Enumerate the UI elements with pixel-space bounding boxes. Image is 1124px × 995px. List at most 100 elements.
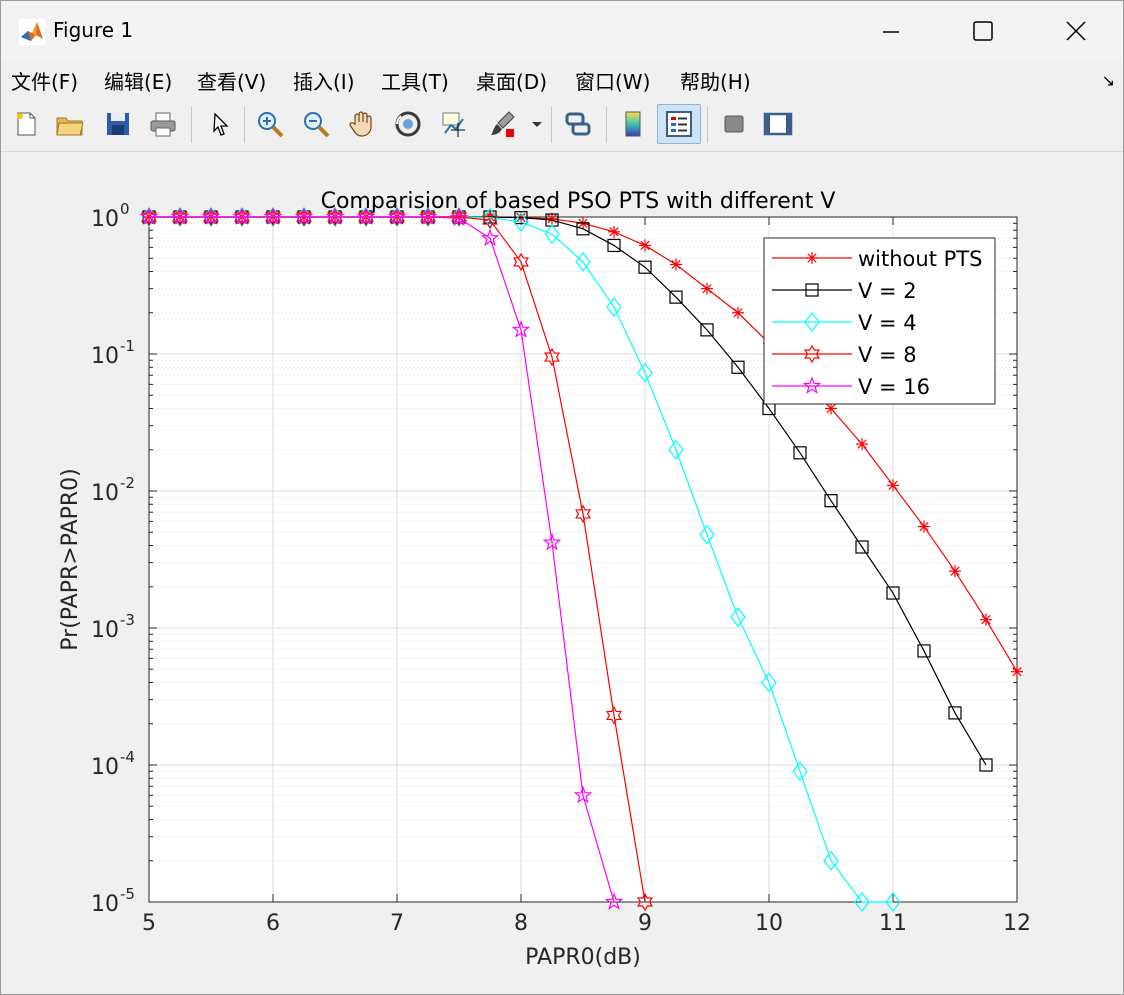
menu-window[interactable]: 窗口(W) [575, 70, 651, 94]
data-point [265, 207, 281, 227]
menu-help[interactable]: 帮助(H) [680, 70, 751, 94]
data-point-stroke [609, 227, 619, 237]
data-point [699, 524, 715, 545]
data-point [263, 207, 283, 225]
data-point [358, 207, 374, 227]
data-point [203, 207, 219, 227]
axes-box [148, 216, 1018, 903]
zoom-in-icon [258, 112, 284, 138]
data-point-stroke [888, 480, 898, 490]
colorbar-button[interactable] [616, 107, 650, 141]
data-point [542, 532, 562, 551]
maximize-icon [973, 21, 993, 41]
data-point [544, 347, 560, 367]
matlab-logo-icon [19, 19, 45, 45]
menu-file[interactable]: 文件(F) [11, 70, 79, 94]
data-point [887, 479, 899, 492]
data-point [232, 207, 252, 225]
new-figure-button[interactable] [9, 107, 43, 141]
data-cursor-button[interactable] [437, 107, 471, 141]
data-point [761, 672, 777, 693]
x-tick-label: 10 [755, 911, 783, 936]
data-point [576, 222, 590, 236]
legend-button[interactable] [657, 104, 701, 144]
data-point [885, 892, 901, 912]
data-point [638, 260, 652, 274]
data-point [480, 228, 500, 247]
menu-desktop[interactable]: 桌面(D) [476, 70, 548, 94]
data-point [356, 207, 376, 225]
data-point [514, 210, 528, 225]
dock-arrow-icon[interactable]: ↘ [1101, 71, 1115, 90]
title-bar[interactable]: Figure 1 [1, 1, 1123, 61]
toolbar-separator [606, 107, 607, 143]
y-tick-label: 10 [91, 207, 119, 232]
data-point-stroke [702, 283, 712, 294]
pointer-button[interactable] [203, 107, 237, 141]
data-point [823, 850, 839, 871]
legend-box [763, 237, 996, 405]
y-tick-label: 10 [91, 892, 119, 917]
rotate-3d-button[interactable] [391, 107, 425, 141]
link-plot-button[interactable] [561, 107, 595, 141]
data-point [544, 224, 560, 245]
legend-label: V = 16 [858, 375, 930, 399]
x-axis-label: PAPR0(dB) [525, 945, 641, 970]
show-plot-tools-button[interactable] [761, 107, 795, 141]
zoom-out-button[interactable] [299, 107, 333, 141]
data-point [608, 225, 620, 238]
toolbar-separator [244, 107, 245, 143]
data-point [387, 207, 407, 225]
legend-item: V = 16 [772, 375, 930, 399]
pan-button[interactable] [345, 107, 379, 141]
zoom-in-button[interactable] [253, 107, 287, 141]
x-tick-label: 7 [390, 911, 404, 936]
data-point [389, 207, 405, 227]
minimize-button[interactable] [844, 1, 938, 61]
open-file-button[interactable] [53, 107, 87, 141]
data-point [420, 207, 436, 227]
link-plot-icon [565, 112, 591, 136]
data-point-stroke [826, 403, 836, 414]
menu-insert[interactable]: 插入(I) [293, 70, 355, 94]
hide-plot-tools-button[interactable] [717, 107, 751, 141]
brush-dropdown-button[interactable] [527, 107, 547, 141]
save-button[interactable] [101, 107, 135, 141]
print-button[interactable] [146, 107, 180, 141]
data-point [793, 446, 807, 460]
data-point-stroke [547, 214, 557, 224]
data-point [980, 613, 992, 626]
figure-canvas[interactable]: 5 6 7 8 9 10 11 12 10 0 10 -1 10 -2 10 -3 10 -4 10 -5 Compar… [1, 152, 1123, 994]
brush-button[interactable] [485, 107, 519, 141]
maximize-button[interactable] [936, 1, 1030, 61]
legend: without PTS V = 2 V = 4 V = 8 V = 16 [763, 237, 996, 405]
menu-view[interactable]: 查看(V) [197, 70, 267, 94]
toolbar-separator [191, 107, 192, 143]
toolbar-separator [551, 107, 552, 143]
data-point [855, 540, 869, 554]
data-point [917, 644, 931, 658]
x-tick-label: 11 [879, 911, 907, 936]
close-button[interactable] [1029, 1, 1123, 61]
menu-edit[interactable]: 编辑(E) [104, 70, 173, 94]
menu-bar: 文件(F) 编辑(E) 查看(V) 插入(I) 工具(T) 桌面(D) 窗口(W… [1, 61, 1123, 99]
x-tick-label: 9 [638, 911, 652, 936]
data-point [513, 211, 529, 232]
data-point [573, 785, 593, 804]
data-point [806, 252, 818, 264]
data-point [604, 892, 624, 910]
menu-tools[interactable]: 工具(T) [381, 70, 449, 94]
series-5 [139, 207, 624, 910]
chevron-down-icon [532, 122, 542, 127]
legend-label: V = 4 [858, 311, 917, 335]
minimize-icon [883, 31, 899, 33]
data-point [139, 207, 159, 225]
data-point [854, 892, 870, 912]
data-point [804, 344, 820, 364]
data-point [575, 251, 591, 272]
axis-ticks [148, 216, 1018, 903]
data-point [668, 439, 684, 460]
chart-title: Comparision of based PSO PTS with differ… [321, 189, 836, 214]
